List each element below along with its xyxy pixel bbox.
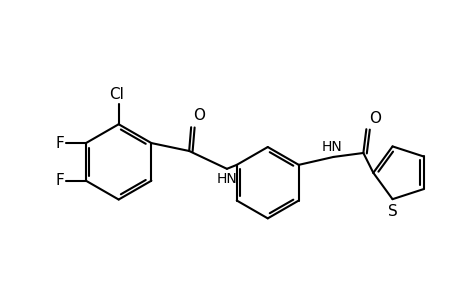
Text: O: O — [193, 108, 205, 123]
Text: F: F — [55, 136, 64, 151]
Text: F: F — [55, 173, 64, 188]
Text: Cl: Cl — [109, 87, 124, 102]
Text: HN: HN — [216, 172, 237, 186]
Text: S: S — [387, 204, 397, 219]
Text: O: O — [369, 111, 381, 126]
Text: HN: HN — [320, 140, 341, 154]
